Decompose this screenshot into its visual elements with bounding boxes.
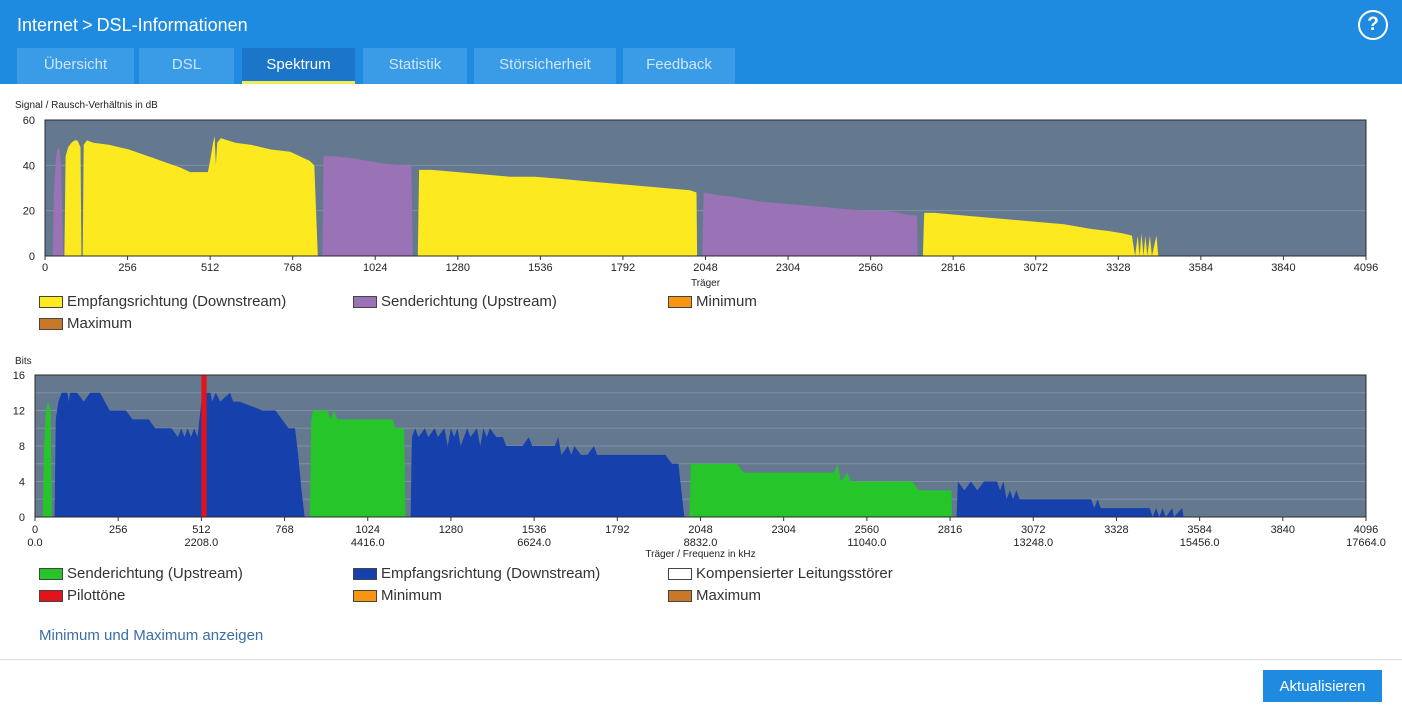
legend-swatch bbox=[353, 296, 377, 308]
series-5 bbox=[956, 481, 1184, 517]
x-tick-label: 0 bbox=[32, 524, 38, 536]
y-tick-label: 8 bbox=[19, 441, 25, 453]
x-tick-label: 3840 bbox=[1271, 262, 1295, 274]
freq-tick-label: 15456.0 bbox=[1180, 537, 1220, 549]
series-3 bbox=[417, 169, 698, 256]
y-tick-label: 0 bbox=[19, 512, 25, 524]
bits-chart: 0 4 8 12 16 0 256 512 768 1024 1280 1536 1792 2048 230… bbox=[0, 352, 1402, 562]
x-tick-label: 3584 bbox=[1187, 524, 1211, 536]
breadcrumb-internet[interactable]: Internet bbox=[17, 15, 79, 35]
series-1 bbox=[64, 135, 318, 256]
x-tick-label: 1024 bbox=[363, 262, 387, 274]
x-tick-label: 768 bbox=[284, 262, 302, 274]
x-tick-label: 256 bbox=[109, 524, 127, 536]
series-4 bbox=[689, 463, 952, 517]
y-tick-label: 16 bbox=[13, 370, 25, 382]
legend-swatch bbox=[39, 568, 63, 580]
tab-spektrum[interactable]: Spektrum bbox=[242, 48, 355, 84]
tab-statistik[interactable]: Statistik bbox=[363, 48, 467, 84]
series-5 bbox=[922, 212, 1159, 256]
page-title: DSL-Informationen bbox=[96, 15, 248, 35]
legend-swatch bbox=[39, 590, 63, 602]
x-tick-label: 1536 bbox=[528, 262, 552, 274]
footer-divider bbox=[0, 659, 1402, 660]
legend-swatch bbox=[668, 568, 692, 580]
y-axis-label: Signal / Rausch-Verhältnis in dB bbox=[15, 100, 158, 111]
freq-tick-label: 11040.0 bbox=[847, 537, 886, 549]
series-6 bbox=[201, 375, 207, 517]
y-tick-label: 0 bbox=[29, 251, 35, 263]
legend-swatch bbox=[668, 296, 692, 308]
freq-tick-label: 8832.0 bbox=[684, 537, 718, 549]
x-tick-label: 2816 bbox=[938, 524, 962, 536]
x-tick-label: 4096 bbox=[1354, 262, 1378, 274]
x-tick-label: 3840 bbox=[1271, 524, 1295, 536]
x-tick-label: 2560 bbox=[858, 262, 882, 274]
series-1 bbox=[54, 392, 305, 517]
freq-tick-label: 13248.0 bbox=[1013, 537, 1053, 549]
snr-chart-svg: 0 20 40 60 0 256 512 768 1024 1280 1536 1792 2048 230… bbox=[15, 100, 1378, 289]
x-tick-label: 256 bbox=[118, 262, 136, 274]
legend-swatch bbox=[39, 318, 63, 330]
series-3 bbox=[410, 428, 685, 517]
x-tick-label: 512 bbox=[201, 262, 219, 274]
snr-chart: 0 20 40 60 0 256 512 768 1024 1280 1536 1792 2048 230… bbox=[0, 96, 1402, 292]
x-tick-label: 2304 bbox=[771, 524, 795, 536]
x-tick-label: 1280 bbox=[439, 524, 463, 536]
series-4 bbox=[702, 192, 918, 256]
series-0 bbox=[52, 147, 64, 256]
freq-tick-label: 17664.0 bbox=[1346, 537, 1386, 549]
x-tick-label: 2048 bbox=[688, 524, 712, 536]
show-minmax-link[interactable]: Minimum und Maximum anzeigen bbox=[39, 627, 264, 644]
x-axis-label: Träger / Frequenz in kHz bbox=[645, 549, 755, 560]
help-icon[interactable]: ? bbox=[1358, 10, 1388, 40]
legend-swatch bbox=[668, 590, 692, 602]
x-tick-label: 1024 bbox=[356, 524, 380, 536]
x-tick-label: 2816 bbox=[941, 262, 965, 274]
x-tick-label: 512 bbox=[192, 524, 210, 536]
y-axis-label: Bits bbox=[15, 356, 32, 367]
breadcrumb: Internet > DSL-Informationen bbox=[17, 15, 248, 36]
x-tick-label: 1536 bbox=[522, 524, 546, 536]
tab-feedback[interactable]: Feedback bbox=[623, 48, 735, 84]
freq-tick-label: 4416.0 bbox=[351, 537, 385, 549]
y-tick-label: 4 bbox=[19, 477, 25, 489]
x-tick-label: 1792 bbox=[605, 524, 629, 536]
x-tick-label: 3072 bbox=[1024, 262, 1048, 274]
refresh-button[interactable]: Aktualisieren bbox=[1263, 670, 1382, 702]
x-tick-label: 1280 bbox=[446, 262, 470, 274]
bits-chart-svg: 0 4 8 12 16 0 256 512 768 1024 1280 1536 1792 2048 230… bbox=[13, 356, 1386, 560]
x-tick-label: 3584 bbox=[1189, 262, 1213, 274]
series-2 bbox=[322, 156, 413, 256]
x-tick-label: 768 bbox=[275, 524, 293, 536]
x-tick-label: 1792 bbox=[611, 262, 635, 274]
x-tick-label: 3328 bbox=[1104, 524, 1128, 536]
header-bar: Internet > DSL-Informationen ? Übersicht D… bbox=[0, 0, 1402, 84]
y-tick-label: 12 bbox=[13, 406, 25, 418]
chevron-right-icon: > bbox=[82, 15, 93, 35]
tab-uebersicht[interactable]: Übersicht bbox=[17, 48, 134, 84]
y-tick-label: 60 bbox=[23, 115, 35, 127]
series-2 bbox=[309, 410, 406, 517]
series-0 bbox=[42, 401, 52, 517]
x-axis-label: Träger bbox=[691, 278, 721, 289]
x-tick-label: 2048 bbox=[693, 262, 717, 274]
freq-tick-label: 2208.0 bbox=[185, 537, 219, 549]
x-tick-label: 3328 bbox=[1106, 262, 1130, 274]
legend-swatch bbox=[353, 568, 377, 580]
x-tick-label: 0 bbox=[42, 262, 48, 274]
x-tick-label: 2304 bbox=[776, 262, 800, 274]
y-tick-label: 40 bbox=[23, 160, 35, 172]
x-tick-label: 4096 bbox=[1354, 524, 1378, 536]
tab-dsl[interactable]: DSL bbox=[139, 48, 234, 84]
freq-tick-label: 0.0 bbox=[27, 537, 42, 549]
y-tick-label: 20 bbox=[23, 206, 35, 218]
tab-stoersicherheit[interactable]: Störsicherheit bbox=[474, 48, 616, 84]
freq-tick-label: 6624.0 bbox=[517, 537, 551, 549]
x-tick-label: 3072 bbox=[1021, 524, 1045, 536]
legend-swatch bbox=[353, 590, 377, 602]
legend-swatch bbox=[39, 296, 63, 308]
x-tick-label: 2560 bbox=[855, 524, 879, 536]
